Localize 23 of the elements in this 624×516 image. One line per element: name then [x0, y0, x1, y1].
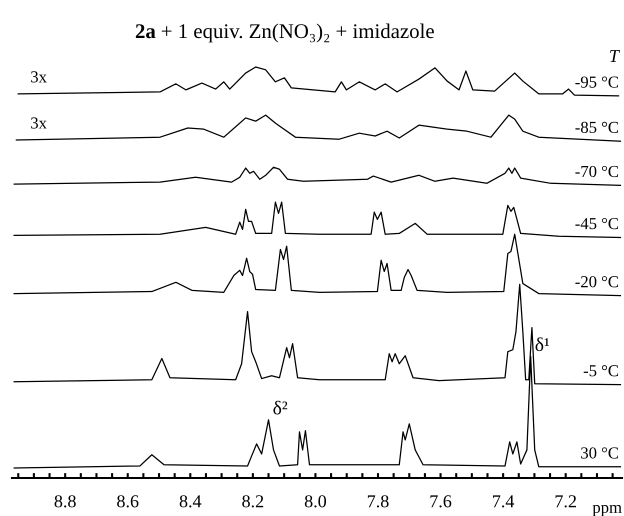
- series-label: -20 °C: [575, 276, 618, 288]
- annotation: δ¹: [536, 337, 550, 352]
- x-tick-label: 8.0: [304, 495, 326, 508]
- x-tick-label: 7.4: [493, 495, 514, 508]
- series-label: -85 °C: [575, 122, 618, 134]
- x-tick-label: 8.6: [117, 495, 138, 508]
- annotation: 3x: [31, 117, 47, 129]
- series-label: -45 °C: [575, 218, 618, 230]
- chart-title: 2a + 1 equiv. Zn(NO₃)₂ + imidazole: [136, 24, 434, 42]
- x-tick-label: 7.2: [556, 495, 576, 508]
- annotation: 3x: [31, 71, 47, 82]
- series-label: -70 °C: [575, 166, 618, 178]
- series-label: -95 °C: [575, 76, 618, 88]
- x-tick-label: 8.8: [54, 495, 76, 508]
- legend-title: T: [610, 50, 620, 62]
- x-tick-label: 7.6: [430, 495, 452, 508]
- x-axis-title: ppm: [592, 504, 622, 516]
- x-tick-label: 8.2: [242, 495, 264, 508]
- x-tick-label: 7.8: [368, 495, 389, 508]
- x-tick-label: 8.4: [180, 495, 202, 508]
- series-label: 30 °C: [581, 447, 618, 459]
- annotation: δ²: [273, 400, 288, 415]
- series-label: -5 °C: [584, 365, 618, 376]
